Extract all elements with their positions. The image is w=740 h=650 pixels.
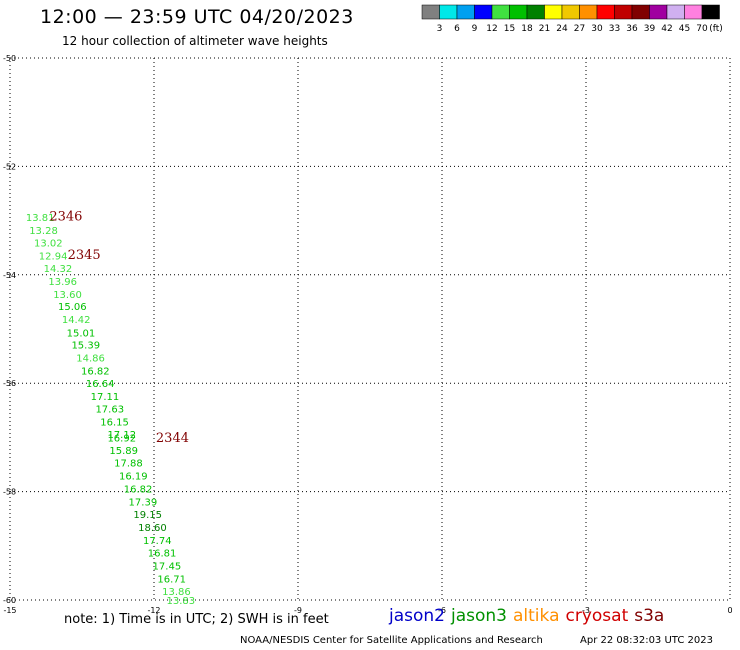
x-tick-label: -15 [3,606,16,615]
colorbar-tick-label: 24 [556,24,568,34]
satellite-jason2: jason2 [389,606,445,626]
y-tick-label: -58 [3,488,16,497]
colorbar-swatch [526,4,545,20]
chart-title: 12:00 — 23:59 UTC 04/20/2023 [40,6,354,28]
colorbar-swatch [596,4,615,20]
colorbar-swatch [456,4,475,20]
colorbar-tick-label: 36 [626,24,638,34]
colorbar-tick-label: 27 [574,24,585,34]
x-tick-label: -9 [294,606,302,615]
swh-point: 13.60 [53,290,82,301]
pass-label: 2345 [68,248,101,263]
colorbar-unit: (ft) [709,24,723,34]
colorbar-swatch [561,4,580,20]
swh-point: 13.81 [26,213,55,224]
x-tick-label: 0 [727,606,732,615]
swh-point: 15.89 [109,446,138,457]
swh-point: 19.15 [133,510,162,521]
satellite-s3a: s3a [634,606,665,626]
footer-note: note: 1) Time is in UTC; 2) SWH is in fe… [64,612,329,627]
swh-point: 15.01 [67,328,96,339]
swh-point: 16.64 [86,379,115,390]
colorbar-swatch [421,4,440,20]
colorbar-tick-label: 42 [661,24,672,34]
timestamp: Apr 22 08:32:03 UTC 2023 [580,635,713,646]
colorbar-tick-label: 21 [539,24,550,34]
x-tick-label: -12 [147,606,160,615]
satellite-altika: altika [513,606,560,626]
credit-line: NOAA/NESDIS Center for Satellite Applica… [240,635,543,646]
satellite-legend: jason2 jason3 altika cryosat s3a [389,606,670,626]
swh-point: 16.82 [124,484,153,495]
colorbar-tick-label: 45 [679,24,690,34]
y-tick-label: -60 [3,596,16,605]
y-tick-label: -50 [3,54,16,63]
swh-point: 16.71 [157,574,186,585]
x-tick-label: -6 [438,606,446,615]
swh-point: 17.11 [91,392,120,403]
swh-point: 17.45 [153,561,182,572]
colorbar-swatch [666,4,685,20]
swh-point: 16.92 [107,433,136,444]
swh-point: 17.88 [114,458,143,469]
colorbar-swatch [701,4,720,20]
satellite-jason3: jason3 [451,606,507,626]
swh-point: 14.32 [44,264,73,275]
swh-point: 14.86 [76,354,105,365]
colorbar-swatch [491,4,510,20]
pass-label: 2346 [49,210,82,225]
satellite-cryosat: cryosat [565,606,629,626]
swh-point: 13.28 [29,226,58,237]
colorbar-tick-label: 18 [521,24,533,34]
colorbar-tick-label: 12 [486,24,497,34]
colorbar-tick-label: 9 [472,24,478,34]
swh-point: 16.81 [148,548,177,559]
y-tick-label: -52 [3,162,16,171]
colorbar-legend: 3 6 9 12 15 18 21 24 27 30 33 36 39 42 45 70 (ft) [421,4,723,34]
colorbar-tick-label: 6 [454,24,460,34]
swh-point: 17.74 [143,536,172,547]
swh-point: 14.42 [62,315,91,326]
swh-point: 13.83 [166,596,195,607]
colorbar-tick-label: 39 [644,24,656,34]
colorbar-swatch [649,4,668,20]
colorbar-swatch [614,4,633,20]
swh-point: 13.96 [48,277,77,288]
pass-labels: 2346 2345 2344 [49,210,189,446]
swh-point: 16.15 [100,418,129,429]
swh-point: 17.39 [129,497,158,508]
swh-point: 17.63 [95,405,124,416]
colorbar-swatch [509,4,528,20]
axis-tick-labels: -50 -52 -54 -56 -58 -60-15 -12 -9 -6 -3 0 [3,54,733,615]
swh-point: 13.02 [34,238,63,249]
colorbar-swatch [684,4,703,20]
colorbar-swatch [544,4,563,20]
swh-point: 15.39 [71,341,100,352]
x-tick-label: -3 [582,606,590,615]
y-tick-label: -54 [3,271,16,280]
swh-point: 17.12 [107,430,136,441]
y-tick-label: -56 [3,379,16,388]
swh-point: 16.82 [81,367,110,378]
swh-point: 13.86 [162,587,191,598]
plot-grid [9,57,731,601]
swh-point: 16.19 [119,471,148,482]
colorbar-swatch [439,4,458,20]
colorbar-tick-label: 33 [609,24,620,34]
swh-point: 18.60 [138,523,167,534]
swh-point: 15.06 [58,302,87,313]
colorbar-swatch [474,4,493,20]
colorbar-tick-label: 3 [437,24,443,34]
pass-label: 2344 [156,431,189,446]
chart-subtitle: 12 hour collection of altimeter wave hei… [62,34,328,48]
plot-frame [9,57,731,601]
colorbar-tick-label: 30 [591,24,603,34]
colorbar-swatch [579,4,598,20]
colorbar-tick-label: 15 [504,24,515,34]
colorbar-swatch [631,4,650,20]
swh-point: 12.94 [39,251,68,262]
colorbar-tick-label: 70 [696,24,708,34]
